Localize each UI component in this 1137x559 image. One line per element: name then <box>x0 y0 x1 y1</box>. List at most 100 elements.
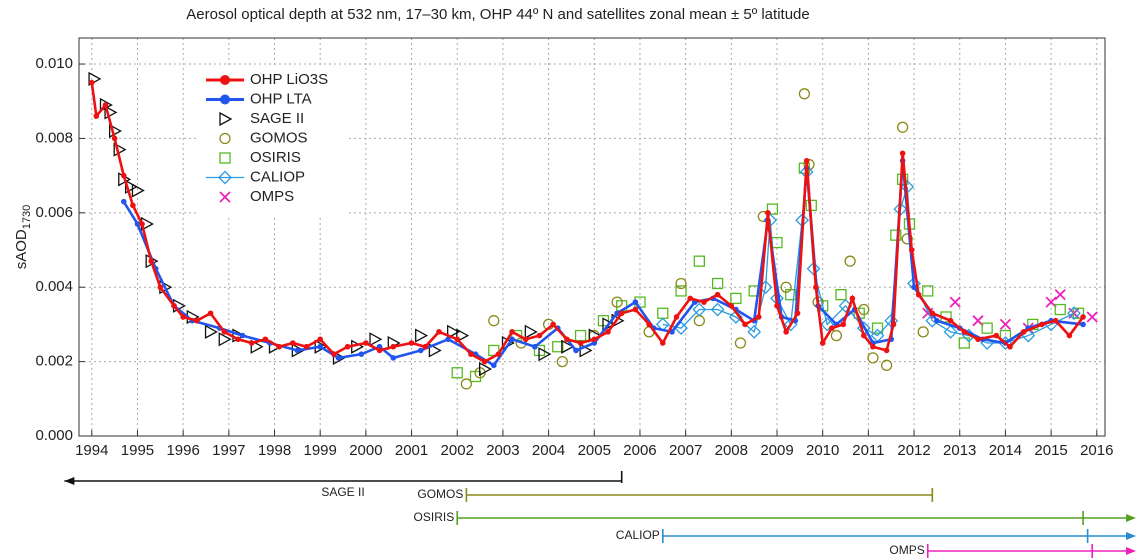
x-tick-label: 2003 <box>486 442 519 459</box>
point <box>922 285 934 297</box>
x-tick-label: 2007 <box>669 442 702 459</box>
point <box>468 351 474 357</box>
point <box>774 303 780 309</box>
point <box>890 229 902 241</box>
point <box>574 329 587 342</box>
point <box>687 295 694 302</box>
coverage-arrow <box>1126 514 1136 522</box>
point <box>820 317 835 332</box>
point <box>221 329 228 335</box>
point <box>858 303 870 316</box>
point <box>602 317 616 332</box>
point <box>550 321 556 328</box>
point <box>899 150 906 157</box>
point <box>303 343 310 350</box>
point <box>591 336 598 343</box>
point <box>829 325 835 331</box>
point <box>390 343 397 350</box>
point <box>102 102 109 108</box>
point <box>148 258 154 264</box>
point <box>783 329 789 335</box>
point <box>675 277 687 290</box>
point <box>660 340 666 346</box>
coverage-label: OMPS <box>889 543 924 557</box>
point <box>673 314 680 320</box>
point <box>369 332 383 347</box>
point <box>317 336 323 343</box>
point <box>981 322 993 334</box>
point <box>120 198 127 205</box>
point <box>605 329 611 335</box>
point <box>929 310 936 317</box>
point <box>657 307 669 319</box>
point <box>1045 296 1057 308</box>
point <box>358 351 365 357</box>
point <box>294 347 301 354</box>
point <box>999 318 1012 331</box>
point <box>204 324 218 339</box>
point <box>901 233 913 245</box>
point <box>124 179 138 194</box>
x-tick-label: 1996 <box>166 442 199 459</box>
point <box>711 277 724 290</box>
point <box>111 135 118 142</box>
point <box>332 350 346 365</box>
point <box>896 121 909 133</box>
coverage: OMPS <box>889 543 1136 558</box>
point <box>524 324 538 339</box>
point <box>235 336 241 343</box>
point <box>171 303 177 309</box>
point <box>1039 321 1045 328</box>
point <box>522 336 529 343</box>
legend: OHP LiO3S OHP LTA SAGE II GOMOS OSIRIS CALIOP… <box>196 68 346 216</box>
point <box>844 255 856 267</box>
point <box>194 317 200 324</box>
point <box>972 315 984 327</box>
legend-marker <box>220 94 230 105</box>
point <box>481 358 488 365</box>
point <box>131 183 145 198</box>
x-tick-label: 2004 <box>532 442 565 459</box>
point <box>1080 314 1086 320</box>
point <box>561 339 575 354</box>
point <box>445 336 451 343</box>
point <box>422 343 429 350</box>
x-tick-label: 2010 <box>806 442 839 459</box>
point <box>495 351 502 357</box>
point <box>248 340 255 346</box>
point <box>1067 306 1081 321</box>
point <box>614 310 620 317</box>
coverage-label: CALIOP <box>616 528 660 542</box>
point <box>975 336 981 343</box>
point <box>1066 332 1073 339</box>
point <box>139 221 145 227</box>
point <box>335 355 342 361</box>
point <box>806 261 821 276</box>
point <box>632 306 639 313</box>
plot-frame <box>78 37 1106 437</box>
point <box>849 295 856 302</box>
point <box>1086 311 1098 323</box>
point <box>835 289 847 301</box>
legend-label: SAGE II <box>250 110 304 127</box>
point <box>1054 303 1066 316</box>
point <box>830 329 843 342</box>
point <box>88 71 102 87</box>
y-axis-label-sub: 1730 <box>21 205 33 229</box>
point <box>701 299 707 305</box>
point <box>331 351 337 357</box>
point <box>415 328 429 343</box>
point <box>363 340 369 346</box>
coverage-label: OSIRIS <box>414 510 455 524</box>
point <box>564 336 570 343</box>
point <box>840 321 847 328</box>
point <box>734 337 747 349</box>
point <box>867 352 879 364</box>
point <box>276 343 282 350</box>
point <box>819 340 826 346</box>
chart-title: Aerosol optical depth at 532 nm, 17–30 k… <box>186 6 809 23</box>
point <box>490 362 497 369</box>
point <box>943 324 958 339</box>
point <box>728 303 735 309</box>
